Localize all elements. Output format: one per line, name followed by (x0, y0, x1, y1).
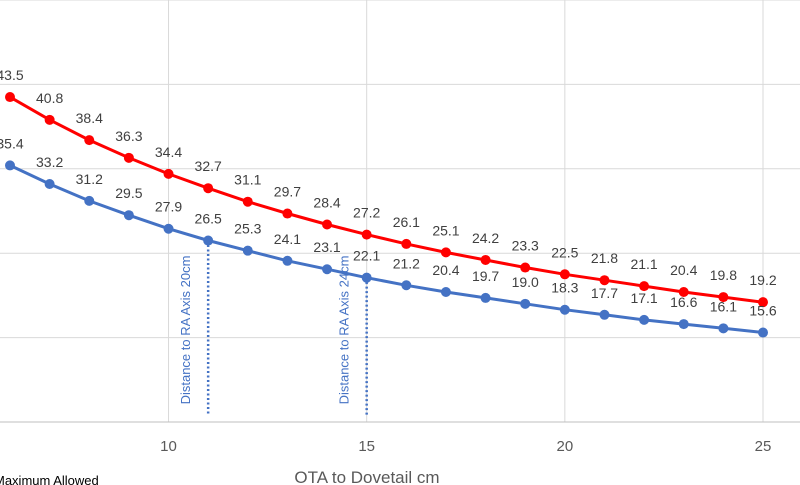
data-label: 20.4 (670, 262, 697, 278)
data-label: 24.2 (472, 230, 499, 246)
data-point (282, 255, 293, 266)
data-point (84, 135, 95, 146)
data-point (758, 327, 768, 338)
data-point (639, 314, 650, 325)
data-point (242, 196, 253, 207)
data-point (5, 92, 15, 103)
data-label: 29.5 (115, 185, 142, 201)
data-point (322, 264, 333, 275)
data-label: 23.3 (512, 238, 539, 254)
data-point (718, 323, 729, 334)
data-label: 34.4 (155, 144, 182, 160)
data-label: 31.2 (76, 171, 103, 187)
data-point (758, 297, 768, 308)
data-label: 20.4 (432, 262, 459, 278)
x-tick-label: 20 (556, 438, 573, 455)
data-point (123, 152, 134, 163)
data-label: 21.2 (393, 255, 420, 271)
data-point (44, 178, 55, 189)
data-label: 28.4 (313, 195, 340, 211)
data-label: 25.1 (432, 222, 459, 238)
data-label: 16.1 (710, 298, 737, 314)
data-label: 25.3 (234, 221, 261, 237)
data-label: 16.6 (670, 294, 697, 310)
data-label: 26.5 (195, 211, 222, 227)
data-point (678, 319, 689, 330)
data-label: 22.1 (353, 248, 380, 264)
data-label: 19.0 (512, 274, 539, 290)
data-label: 40.8 (36, 90, 63, 106)
series-layer (5, 92, 768, 338)
x-axis: 10 15 20 25 (0, 421, 800, 455)
data-label: 21.8 (591, 250, 618, 266)
x-tick-label: 15 (358, 438, 375, 455)
data-label: 36.3 (115, 128, 142, 144)
data-point (401, 238, 412, 249)
data-point (480, 292, 491, 303)
data-label: 27.2 (353, 205, 380, 221)
data-point (440, 287, 451, 298)
data-label: 22.5 (551, 244, 578, 260)
data-labels: 43.5 40.8 38.4 36.3 34.4 32.7 31.1 29.7 28.4 27.2… (0, 67, 777, 318)
data-label: 15.6 (749, 303, 776, 319)
data-point (639, 281, 650, 292)
data-point (718, 292, 729, 303)
data-point (599, 275, 610, 286)
data-label: 17.1 (630, 290, 657, 306)
data-point (163, 223, 174, 234)
data-point (163, 168, 174, 179)
data-label: 17.7 (591, 285, 618, 301)
data-label: 19.2 (749, 272, 776, 288)
annotation-label: Distance to RA Axis 20cm (178, 256, 193, 405)
x-tick-label: 25 (755, 438, 772, 455)
data-label: 43.5 (0, 67, 24, 83)
data-point (599, 309, 610, 320)
data-point (203, 235, 214, 246)
legend-entry: Maximum Allowed (0, 473, 99, 485)
series-line (9, 164, 764, 334)
data-point (559, 304, 570, 315)
data-point (282, 208, 293, 219)
data-point (361, 272, 372, 283)
data-label: 24.1 (274, 231, 301, 247)
annotation-label: Distance to RA Axis 24cm (337, 256, 352, 405)
data-point (242, 245, 253, 256)
data-point (203, 183, 214, 194)
data-label: 31.1 (234, 172, 261, 188)
series-line (9, 95, 764, 304)
data-point (480, 254, 491, 265)
data-point (520, 298, 531, 309)
data-label: 35.4 (0, 135, 24, 151)
gridlines (0, 0, 800, 422)
data-point (84, 195, 95, 206)
data-point (44, 114, 55, 125)
data-point (5, 160, 15, 171)
annotations: Distance to RA Axis 20cm Distance to RA A… (178, 240, 368, 416)
data-label: 18.3 (551, 280, 578, 296)
data-point (123, 210, 134, 221)
data-label: 19.8 (710, 267, 737, 283)
data-point (678, 287, 689, 298)
data-point (559, 269, 570, 280)
data-point (520, 262, 531, 273)
data-label: 32.7 (195, 158, 222, 174)
data-point (361, 229, 372, 240)
data-label: 26.1 (393, 214, 420, 230)
x-tick-label: 10 (160, 438, 177, 455)
data-label: 38.4 (76, 110, 103, 126)
data-label: 21.1 (630, 256, 657, 272)
data-point (440, 247, 451, 258)
x-axis-title: OTA to Dovetail cm (294, 468, 439, 485)
data-label: 19.7 (472, 268, 499, 284)
data-point (322, 219, 333, 230)
data-label: 29.7 (274, 184, 301, 200)
data-point (401, 280, 412, 291)
data-label: 33.2 (36, 154, 63, 170)
data-label: 27.9 (155, 199, 182, 215)
data-label: 23.1 (313, 239, 340, 255)
